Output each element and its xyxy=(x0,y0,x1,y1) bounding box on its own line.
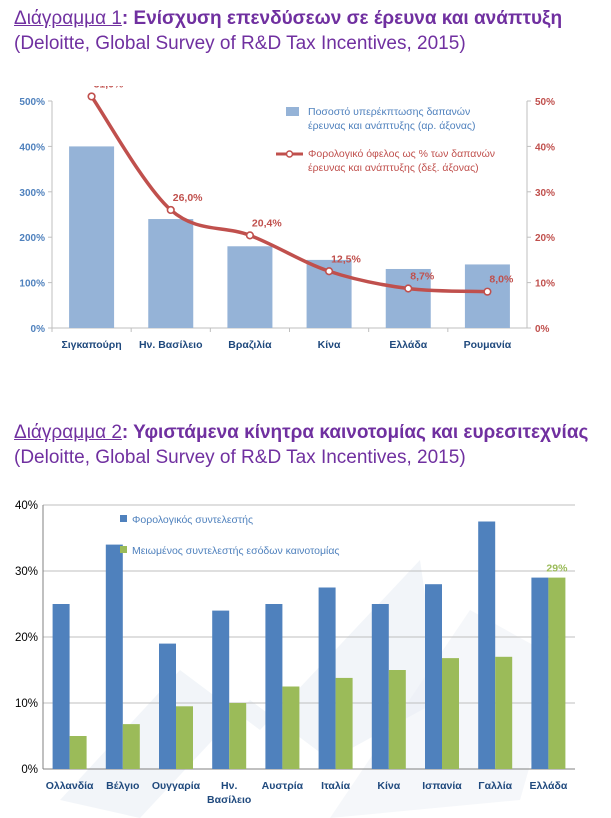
chart2-source: (Deloitte, Global Survey of R&D Tax Ince… xyxy=(14,447,466,468)
y-right-tick-label: 20% xyxy=(535,233,555,244)
y-left-tick-label: 100% xyxy=(19,279,45,290)
bar xyxy=(148,219,194,328)
bar-tax-rate xyxy=(265,604,283,769)
chart2-title-prefix: Διάγραμμα 2 xyxy=(14,422,122,443)
data-label: 8,0% xyxy=(489,274,514,286)
legend-swatch-bars xyxy=(286,107,299,116)
x-tick-label: Κίνα xyxy=(318,339,341,351)
bar-tax-rate xyxy=(212,610,230,769)
y-right-tick-label: 50% xyxy=(535,97,555,108)
legend-label: Μειωμένος συντελεστής εσόδων καινοτομίας xyxy=(132,545,339,557)
y-right-tick-label: 40% xyxy=(535,142,555,153)
bar-reduced-rate xyxy=(388,670,406,769)
line-point xyxy=(87,92,96,101)
y-left-tick-label: 200% xyxy=(19,233,45,244)
y-left-tick-label: 500% xyxy=(19,97,45,108)
x-tick-label: Ισπανία xyxy=(422,780,462,792)
bar-tax-rate xyxy=(105,544,123,769)
x-tick-label: Σιγκαπούρη xyxy=(61,339,121,351)
bar-tax-rate xyxy=(52,604,70,769)
legend-label: έρευνας και ανάπτυξης (αρ. άξονας) xyxy=(308,120,475,132)
legend-label: έρευνας και ανάπτυξης (δεξ. άξονας) xyxy=(308,162,479,174)
data-label: 20,4% xyxy=(252,217,282,229)
y-left-tick-label: 400% xyxy=(19,142,45,153)
line-point xyxy=(483,287,492,296)
y-tick-label: 0% xyxy=(21,764,38,776)
x-tick-label: Βασίλειο xyxy=(207,794,251,806)
x-tick-label: Κίνα xyxy=(377,780,400,792)
bar-tax-rate xyxy=(371,604,389,769)
legend-swatch-blue xyxy=(120,515,127,522)
data-label: 8,7% xyxy=(410,271,435,283)
chart1-title-text: : Ενίσχυση επενδύσεων σε έρευνα και ανάπ… xyxy=(121,8,563,29)
y-tick-label: 10% xyxy=(15,698,38,710)
chart1-title: Διάγραμμα 1: Ενίσχυση επενδύσεων σε έρευ… xyxy=(14,6,604,56)
bar-reduced-rate xyxy=(495,656,513,769)
bar-reduced-rate xyxy=(548,577,566,769)
data-label: 51,0% xyxy=(94,86,124,90)
bar-tax-rate xyxy=(318,587,336,769)
bar-reduced-rate xyxy=(122,724,140,769)
x-tick-label: Ιταλία xyxy=(321,780,351,792)
y-left-tick-label: 300% xyxy=(19,188,45,199)
legend-swatch-marker xyxy=(285,150,294,158)
bar-reduced-rate xyxy=(229,703,247,769)
chart2-title-text: : Υφιστάμενα κίνητρα καινοτομίας και ευρ… xyxy=(121,422,589,443)
data-label: 12,5% xyxy=(331,253,361,265)
bar-reduced-rate xyxy=(442,658,459,769)
bar xyxy=(227,246,273,328)
line-point xyxy=(245,231,255,240)
chart2: 0% 10% 20% 30% 40% 29% Ολλανδία Βέλγιο Ουγγαρία Η… xyxy=(15,500,575,818)
x-tick-label: Ελλάδα xyxy=(529,780,567,792)
line-point xyxy=(404,284,413,293)
y-tick-label: 20% xyxy=(15,632,38,644)
line-point xyxy=(324,267,334,276)
data-label: 26,0% xyxy=(173,192,203,204)
bar-tax-rate xyxy=(425,584,442,769)
bar-tax-rate xyxy=(478,521,496,769)
bar-reduced-rate xyxy=(335,677,353,769)
x-tick-label: Βραζιλία xyxy=(228,339,272,351)
x-tick-label: Γαλλία xyxy=(478,780,512,792)
bar-reduced-rate xyxy=(176,706,193,769)
y-left-tick-label: 0% xyxy=(31,324,46,335)
line-point xyxy=(166,205,175,215)
x-tick-label: Ην. xyxy=(221,780,237,792)
y-tick-label: 40% xyxy=(15,500,38,512)
chart1-title-prefix: Διάγραμμα 1 xyxy=(14,8,122,29)
y-right-tick-label: 10% xyxy=(535,279,555,290)
bar xyxy=(69,146,115,328)
chart2-title: Διάγραμμα 2: Υφιστάμενα κίνητρα καινοτομ… xyxy=(14,420,604,470)
x-tick-label: Αυστρία xyxy=(262,780,304,792)
x-tick-label: Ην. Βασίλειο xyxy=(139,339,203,351)
watermark-shape xyxy=(60,560,440,818)
legend-label: Φορολογικό όφελος ως % των δαπανών xyxy=(308,148,495,160)
chart1: 0% 100% 200% 300% 400% 500% 0% 10% 20% 30% 40% 50% Σ… xyxy=(19,86,555,351)
data-label: 29% xyxy=(546,563,568,575)
bar-reduced-rate xyxy=(69,736,87,769)
x-tick-label: Ελλάδα xyxy=(389,339,427,351)
bar xyxy=(464,264,510,328)
y-tick-label: 30% xyxy=(15,566,38,578)
x-tick-label: Βέλγιο xyxy=(106,780,139,792)
x-tick-label: Ολλανδία xyxy=(46,780,94,792)
x-tick-label: Ρουμανία xyxy=(464,339,512,351)
bar-reduced-rate xyxy=(282,686,300,769)
bar xyxy=(385,268,431,328)
legend-label: Φορολογικός συντελεστής xyxy=(132,514,253,526)
x-tick-label: Ουγγαρία xyxy=(152,780,201,792)
legend-swatch-green xyxy=(120,546,127,553)
legend-label: Ποσοστό υπερέκπτωσης δαπανών xyxy=(308,106,470,118)
bar-tax-rate xyxy=(159,643,176,769)
y-right-tick-label: 0% xyxy=(535,324,550,335)
y-right-tick-label: 30% xyxy=(535,188,555,199)
bar-tax-rate xyxy=(531,577,549,769)
chart1-source: (Deloitte, Global Survey of R&D Tax Ince… xyxy=(14,33,466,54)
